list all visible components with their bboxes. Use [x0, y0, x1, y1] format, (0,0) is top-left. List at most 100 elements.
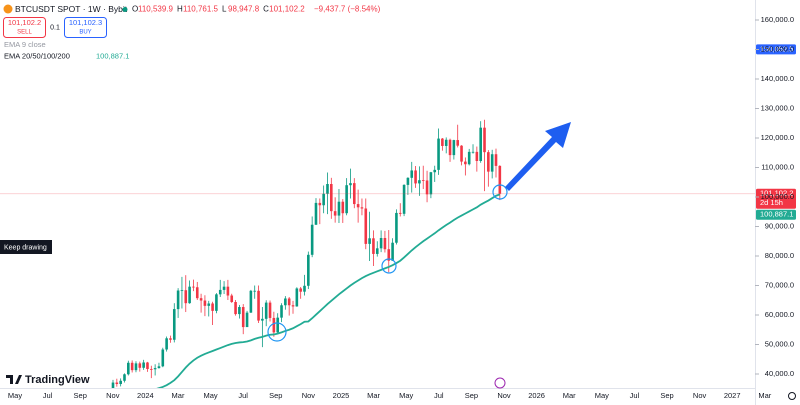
candle-body	[345, 185, 348, 214]
y-tick-label: 80,000.0	[765, 251, 794, 260]
candle-body	[230, 295, 234, 303]
x-tick-label: Mar	[563, 391, 576, 400]
buy-label: BUY	[79, 30, 91, 36]
candle-body	[119, 380, 122, 385]
symbol-icon	[3, 4, 13, 14]
candle-body	[234, 302, 237, 315]
ema-tag-label: 100,887.1	[760, 210, 793, 219]
candle-body	[295, 288, 299, 307]
candle-body	[464, 161, 467, 165]
candle-body	[111, 382, 115, 388]
brand-logo	[6, 375, 22, 384]
candle-body	[364, 208, 368, 244]
indicator-label: EMA 9 close	[4, 40, 46, 49]
candle-body	[146, 362, 149, 369]
candle-body	[337, 201, 341, 216]
candle-body	[184, 290, 188, 304]
candle-body	[448, 139, 452, 156]
candle-body	[349, 183, 352, 186]
candle-body	[452, 140, 456, 156]
x-tick-label: Jul	[238, 391, 248, 400]
candle-body	[176, 290, 180, 310]
price-tag-label: 101,102.2	[760, 189, 793, 198]
x-tick-label: 2024	[137, 391, 154, 400]
candle-body	[375, 248, 379, 254]
candle-body	[307, 254, 310, 286]
x-tick-label: Sep	[660, 391, 673, 400]
brand: TradingView	[25, 374, 90, 386]
candle-body	[261, 318, 264, 321]
candle-body	[490, 154, 494, 172]
x-tick-label: Jul	[43, 391, 53, 400]
candle-body	[127, 362, 130, 375]
candle-body	[341, 201, 345, 214]
price-tag-sub: 2d 15h	[760, 198, 783, 207]
candle-body	[368, 238, 371, 244]
candle-body	[437, 138, 440, 170]
candle-body	[414, 170, 417, 184]
x-tick-label: Nov	[693, 391, 707, 400]
y-tick-label: 120,000.0	[761, 133, 794, 142]
x-tick-label: 2026	[528, 391, 545, 400]
candle-body	[222, 286, 226, 290]
plot-area	[111, 119, 502, 388]
candle-body	[318, 202, 322, 206]
ohlc-prefix: O	[132, 5, 138, 14]
candle-body	[395, 212, 398, 243]
candle-body	[268, 302, 272, 318]
candle-body	[215, 294, 218, 311]
candle-body	[253, 290, 257, 292]
candle-body	[456, 140, 459, 146]
candle-body	[398, 212, 402, 214]
candle-body	[383, 237, 387, 250]
ema-label: EMA 20/50/100/200	[4, 51, 70, 60]
candle-body	[287, 298, 291, 306]
candle-body	[444, 139, 448, 146]
candle-body	[425, 180, 429, 195]
candle-body	[276, 317, 279, 333]
candle-body	[130, 362, 134, 371]
y-tick-label: 50,000.0	[765, 339, 794, 348]
settings-icon[interactable]	[788, 392, 796, 400]
candle-body	[291, 305, 295, 307]
candle-body	[352, 183, 356, 205]
y-tick-label: 150,000.0	[761, 44, 794, 53]
candle-body	[471, 151, 475, 153]
candle-body	[207, 303, 211, 306]
candle-body	[199, 298, 203, 301]
candle-body	[360, 207, 364, 209]
x-tick-label: Sep	[465, 391, 478, 400]
candle-body	[356, 204, 360, 208]
ohlc-legend: O 110,539.9 H 110,761.5 L 98,947.8 C 101,102.2	[132, 5, 305, 14]
toast-bg	[0, 240, 52, 254]
ohlc-value: 110,539.9	[138, 5, 174, 14]
candle-body	[203, 300, 207, 306]
event-icon[interactable]	[494, 377, 506, 389]
x-tick-label: Mar	[758, 391, 771, 400]
candle-body	[241, 307, 245, 328]
sell-button[interactable]	[3, 17, 46, 38]
candle-body	[249, 290, 253, 313]
candle-body	[379, 237, 383, 249]
candle-body	[483, 127, 486, 153]
x-tick-label: Jul	[630, 391, 640, 400]
buy-button[interactable]	[64, 17, 107, 38]
arrow	[505, 122, 571, 191]
y-tick-label: 60,000.0	[765, 310, 794, 319]
y-tick-label: 90,000.0	[765, 221, 794, 230]
ohlc-value: 110,761.5	[183, 5, 219, 14]
sell-price: 101,102.2	[8, 18, 41, 27]
x-tick-label: Jul	[434, 391, 444, 400]
ema-value: 100,887.1	[96, 51, 129, 60]
candle-body	[429, 172, 433, 195]
candle-body	[475, 151, 479, 162]
ema-line	[156, 193, 501, 388]
ohlc-prefix: C	[263, 5, 269, 14]
toast[interactable]: Keep drawing	[4, 244, 47, 251]
candle-body	[264, 302, 268, 319]
highlight-circle	[381, 258, 397, 274]
candle-body	[330, 184, 333, 212]
candle-body	[494, 154, 498, 166]
candle-body	[180, 290, 184, 292]
